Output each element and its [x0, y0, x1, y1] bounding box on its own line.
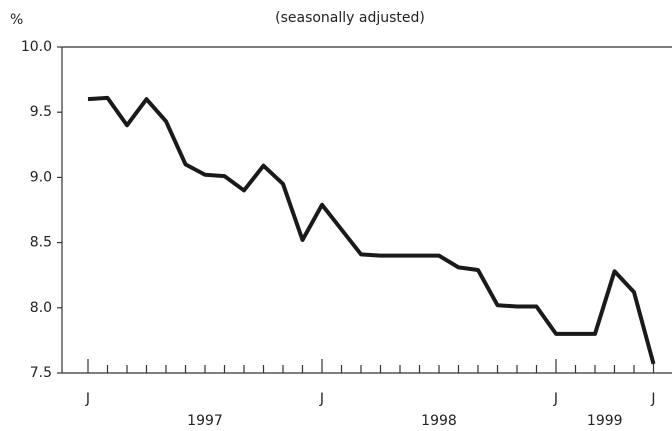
y-tick-label: 8.0 [30, 300, 52, 316]
y-axis-label: % [10, 12, 23, 28]
x-tick-label: J [650, 391, 655, 407]
y-tick-label: 7.5 [30, 365, 52, 381]
y-tick-label: 8.5 [30, 235, 52, 251]
y-tick-label: 10.0 [21, 39, 52, 55]
x-tick-label: J [85, 391, 90, 407]
chart-subtitle: (seasonally adjusted) [275, 10, 425, 26]
x-tick-label: J [319, 391, 324, 407]
data-line [87, 95, 656, 365]
y-tick-label: 9.5 [30, 104, 52, 120]
x-tick-label: J [553, 391, 558, 407]
year-label: 1999 [587, 413, 623, 429]
y-tick-label: 9.0 [30, 169, 52, 185]
year-label: 1997 [187, 413, 223, 429]
year-label: 1998 [421, 413, 457, 429]
